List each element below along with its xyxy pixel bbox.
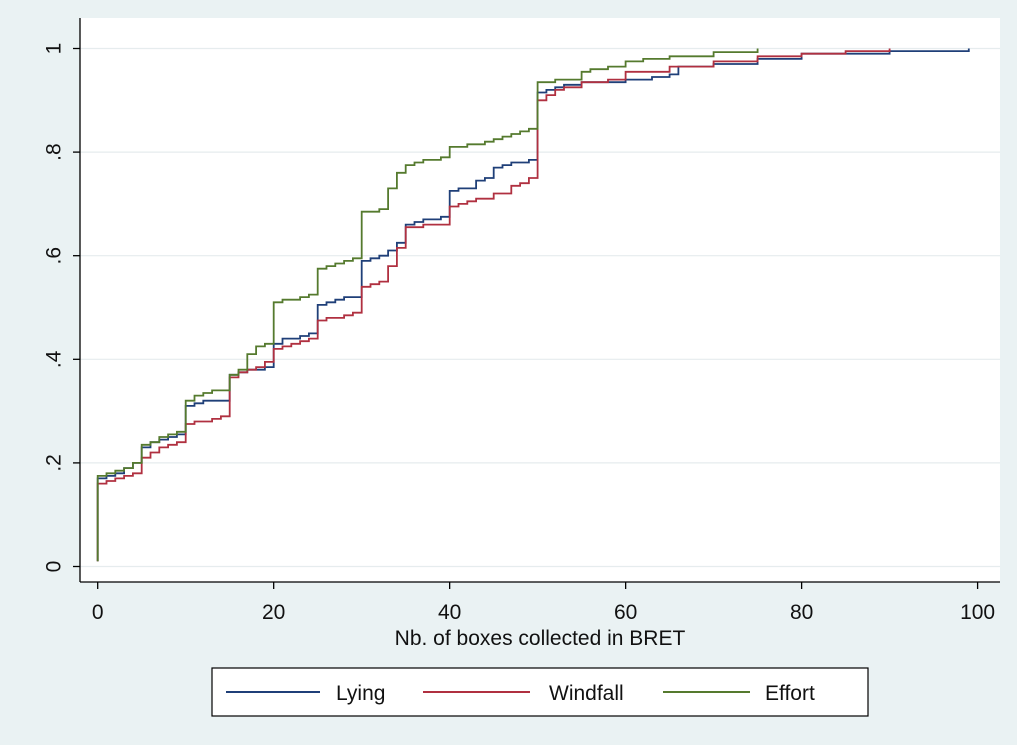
- series-line-effort: [96, 48, 759, 562]
- legend-box: [211, 667, 869, 717]
- series-line-windfall: [96, 48, 891, 562]
- x-tick-label: 80: [790, 601, 813, 624]
- legend: Lying Windfall Effort: [211, 667, 869, 717]
- y-tick-label: .4: [43, 350, 66, 368]
- y-tick-label: .2: [43, 454, 66, 472]
- x-tick-label: 60: [614, 601, 637, 624]
- y-tick-label: .6: [43, 247, 66, 265]
- y-tick-label: 0: [43, 561, 66, 573]
- axes: 0 .2 .4 .6 .8 1 0 20 40 60 80 100: [43, 18, 1000, 624]
- series-layer: [96, 48, 970, 562]
- plot-area: [80, 18, 1000, 582]
- legend-label-lying: Lying: [336, 682, 385, 705]
- gridlines: [80, 47, 1000, 568]
- x-axis-label: Nb. of boxes collected in BRET: [395, 627, 686, 650]
- y-tick-label: .8: [43, 143, 66, 161]
- x-tick-label: 20: [262, 601, 285, 624]
- legend-label-windfall: Windfall: [549, 682, 624, 705]
- x-tick-label: 0: [92, 601, 104, 624]
- x-tick-label: 100: [960, 601, 995, 624]
- x-tick-label: 40: [438, 601, 461, 624]
- y-tick-label: 1: [43, 43, 66, 55]
- legend-label-effort: Effort: [765, 682, 815, 705]
